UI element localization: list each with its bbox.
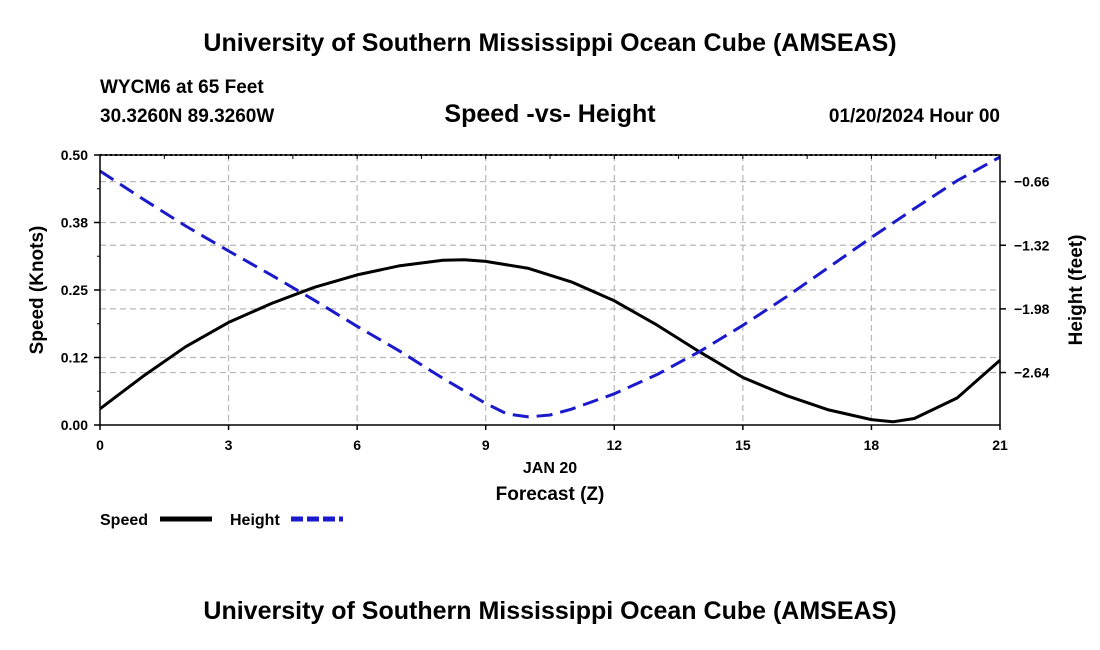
legend-height-label: Height — [230, 512, 280, 529]
y-right-tick-label: −2.64 — [1014, 365, 1050, 381]
y-right-tick-label: −1.32 — [1014, 237, 1050, 253]
footer-title: University of Southern Mississippi Ocean… — [203, 597, 897, 625]
station-label: WYCM6 at 65 Feet — [100, 77, 264, 98]
x-tick-label: 18 — [864, 437, 880, 453]
y-axis-right-label: Height (feet) — [1066, 235, 1087, 346]
y-left-tick-label: 0.12 — [61, 350, 88, 366]
axis-ticks: 0 3 6 9 12 15 18 21 0.00 0.12 0.25 0.38 0.50 −0.66 −1.… — [61, 147, 1050, 453]
x-tick-label: 21 — [992, 437, 1008, 453]
x-tick-label: 3 — [225, 437, 233, 453]
y-left-tick-label: 0.38 — [61, 215, 88, 231]
chart-subtitle: Speed -vs- Height — [444, 100, 656, 128]
legend: Speed Height — [100, 512, 343, 529]
x-tick-label: 6 — [353, 437, 361, 453]
y-axis-left-label: Speed (Knots) — [27, 226, 48, 355]
station-coordinates: 30.3260N 89.3260W — [100, 106, 275, 127]
x-axis-date-label: JAN 20 — [523, 460, 577, 477]
grid-lines — [100, 155, 1000, 425]
series-line-speed — [99, 258, 1001, 424]
y-left-tick-label: 0.50 — [61, 147, 88, 163]
y-left-tick-label: 0.00 — [61, 417, 88, 433]
legend-speed-label: Speed — [100, 512, 148, 529]
y-left-tick-label: 0.25 — [61, 282, 88, 298]
x-tick-label: 12 — [606, 437, 622, 453]
x-tick-label: 9 — [482, 437, 490, 453]
series-line-height — [99, 155, 1001, 419]
y-right-tick-label: −0.66 — [1014, 174, 1050, 190]
x-tick-label: 0 — [96, 437, 104, 453]
x-tick-label: 15 — [735, 437, 751, 453]
series-lines — [99, 155, 1001, 424]
y-right-tick-label: −1.98 — [1014, 301, 1050, 317]
chart-title: University of Southern Mississippi Ocean… — [203, 29, 897, 57]
forecast-datetime: 01/20/2024 Hour 00 — [828, 106, 1000, 127]
x-axis-label: Forecast (Z) — [496, 484, 605, 505]
